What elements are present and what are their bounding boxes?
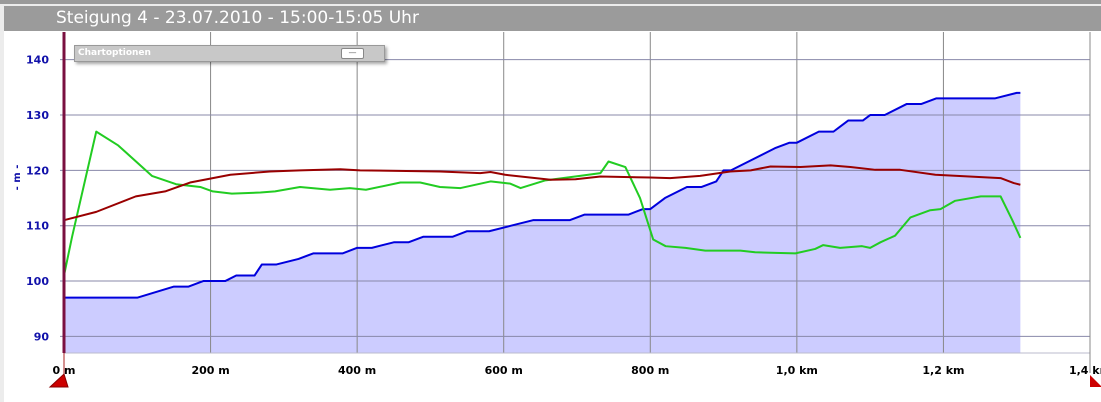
series-line-2 (63, 164, 1021, 222)
x-tick-label: 200 m (191, 364, 229, 377)
y-axis-label: - m - (12, 165, 23, 191)
range-end-handle (1090, 375, 1101, 387)
chart-options-panel[interactable]: Chartoptionen — (74, 45, 385, 62)
chart-options-label: Chartoptionen (78, 48, 151, 58)
x-tick-label: 1,4 km (1069, 364, 1101, 377)
x-tick-label: 1,0 km (776, 364, 818, 377)
x-tick-label: 600 m (485, 364, 523, 377)
y-tick-label: 130 (26, 109, 49, 122)
collapse-button[interactable]: — (341, 48, 364, 59)
chart-title: Steigung 4 - 23.07.2010 - 15:00-15:05 Uh… (56, 8, 419, 28)
y-tick-label: 140 (26, 54, 49, 67)
y-tick-label: 90 (34, 330, 50, 343)
series-line-0 (64, 91, 1021, 299)
y-tick-label: 100 (26, 275, 49, 288)
x-tick-label: 800 m (631, 364, 669, 377)
chart-title-bar: Steigung 4 - 23.07.2010 - 15:00-15:05 Uh… (4, 6, 1101, 31)
x-tick-label: 1,2 km (922, 364, 964, 377)
elevation-area-fill (64, 92, 1021, 354)
y-tick-label: 120 (26, 164, 49, 177)
top-border (0, 0, 1101, 4)
range-start-handle (48, 373, 69, 388)
y-tick-label: 110 (26, 220, 49, 233)
x-tick-label: 400 m (338, 364, 376, 377)
series-line-1 (63, 130, 1022, 276)
